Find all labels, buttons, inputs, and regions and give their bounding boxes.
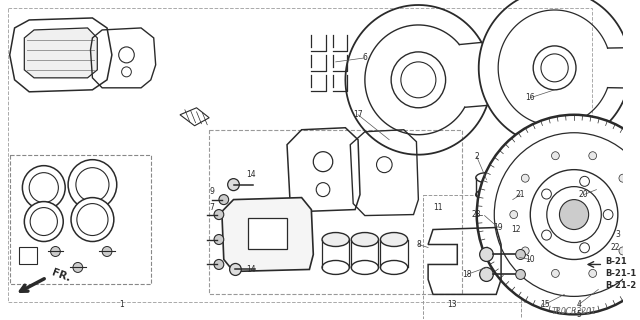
Circle shape — [625, 233, 630, 239]
Text: 15: 15 — [540, 300, 550, 309]
Text: B-21-1: B-21-1 — [605, 269, 636, 278]
Circle shape — [589, 269, 596, 277]
Circle shape — [568, 217, 578, 227]
Text: TR0CB2201: TR0CB2201 — [552, 307, 596, 316]
Text: 10: 10 — [525, 255, 535, 264]
Circle shape — [22, 166, 65, 210]
Circle shape — [550, 202, 556, 208]
Circle shape — [600, 171, 611, 181]
Circle shape — [563, 233, 568, 239]
Text: 16: 16 — [525, 93, 535, 102]
Ellipse shape — [322, 233, 349, 246]
Circle shape — [73, 262, 83, 272]
Circle shape — [604, 210, 613, 220]
Text: 4: 4 — [577, 300, 581, 309]
Text: 2: 2 — [474, 152, 479, 161]
Text: 20: 20 — [579, 190, 589, 199]
Text: 7: 7 — [210, 203, 214, 212]
Text: 5: 5 — [577, 310, 581, 319]
Circle shape — [630, 211, 638, 219]
Ellipse shape — [351, 233, 378, 246]
Circle shape — [600, 228, 611, 238]
Ellipse shape — [380, 260, 408, 275]
Text: 23: 23 — [472, 210, 481, 219]
Circle shape — [559, 200, 589, 229]
Text: 13: 13 — [447, 300, 457, 309]
Circle shape — [637, 202, 640, 208]
Circle shape — [541, 189, 552, 199]
Circle shape — [593, 246, 599, 252]
Circle shape — [214, 260, 224, 269]
Ellipse shape — [351, 260, 378, 275]
Text: 18: 18 — [462, 270, 472, 279]
Circle shape — [477, 210, 486, 220]
Circle shape — [552, 269, 559, 277]
Circle shape — [479, 268, 493, 281]
Circle shape — [214, 210, 224, 220]
Circle shape — [580, 176, 589, 186]
Circle shape — [541, 230, 552, 240]
Circle shape — [102, 246, 112, 256]
Circle shape — [568, 182, 578, 192]
Circle shape — [552, 152, 559, 160]
Circle shape — [71, 197, 114, 242]
Circle shape — [522, 174, 529, 182]
Text: 21: 21 — [516, 190, 525, 199]
Circle shape — [587, 195, 606, 215]
Text: B-21: B-21 — [605, 257, 627, 266]
Circle shape — [546, 153, 640, 256]
Text: 14: 14 — [246, 265, 256, 274]
Circle shape — [51, 246, 60, 256]
Circle shape — [219, 195, 228, 204]
Circle shape — [621, 200, 630, 210]
Circle shape — [228, 179, 239, 191]
Text: B-21-2: B-21-2 — [605, 281, 636, 290]
Circle shape — [214, 235, 224, 244]
Text: 14: 14 — [246, 170, 256, 179]
Circle shape — [477, 115, 640, 314]
Ellipse shape — [322, 260, 349, 275]
Circle shape — [24, 202, 63, 242]
Text: 12: 12 — [511, 225, 520, 234]
Circle shape — [563, 170, 568, 176]
Circle shape — [625, 170, 630, 176]
Text: 9: 9 — [210, 187, 214, 196]
Text: 22: 22 — [610, 243, 620, 252]
Circle shape — [516, 269, 525, 279]
Circle shape — [619, 174, 627, 182]
Text: 11: 11 — [433, 203, 443, 212]
Circle shape — [589, 152, 596, 160]
Ellipse shape — [380, 233, 408, 246]
Circle shape — [516, 250, 525, 260]
Circle shape — [230, 263, 241, 276]
Text: FR.: FR. — [51, 268, 72, 284]
Polygon shape — [222, 197, 314, 271]
Circle shape — [522, 247, 529, 255]
Circle shape — [68, 160, 116, 210]
Circle shape — [479, 247, 493, 261]
Text: 8: 8 — [416, 240, 420, 249]
Circle shape — [547, 187, 602, 243]
Text: 3: 3 — [616, 230, 620, 239]
Text: 6: 6 — [362, 53, 367, 62]
Text: 1: 1 — [119, 300, 124, 309]
Circle shape — [619, 247, 627, 255]
Circle shape — [492, 222, 501, 233]
Polygon shape — [248, 218, 287, 250]
Circle shape — [510, 211, 518, 219]
Polygon shape — [24, 28, 97, 78]
Text: 17: 17 — [353, 110, 363, 119]
Text: 19: 19 — [493, 223, 503, 232]
Circle shape — [593, 157, 599, 163]
Circle shape — [580, 243, 589, 253]
